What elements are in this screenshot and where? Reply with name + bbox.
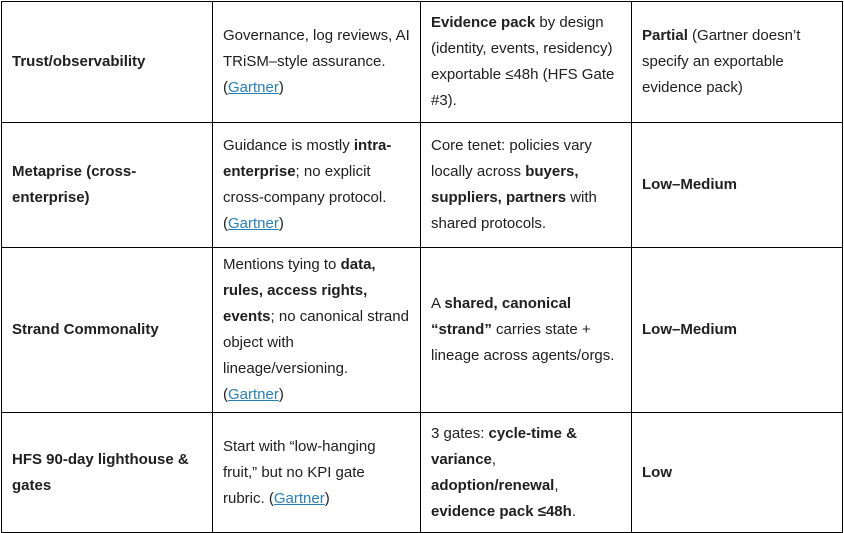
table-cell: 3 gates: cycle-time & variance, adoption… [420,412,632,533]
row-header-cell: Trust/observability [1,1,213,123]
cell-text: ) [278,386,284,403]
cell-text: (Gartner doesn’t specify an exportable e… [642,27,801,96]
table-row: Strand Commonality Mentions tying to data… [1,247,843,413]
bold-text: HFS 90-day lighthouse & gates [12,450,189,494]
bold-text: Low–Medium [642,176,738,193]
table-cell: Core tenet: policies vary locally across… [420,122,632,248]
row-header-cell: Metaprise (cross-enterprise) [1,122,213,248]
gartner-link[interactable]: Gartner [273,489,325,507]
cell-text: ; no canonical strand object with lineag… [223,308,409,403]
cell-text: ) [324,489,330,507]
table-cell: Evidence pack by design (identity, event… [420,1,632,123]
cell-text: Core tenet: policies vary locally across [431,137,592,180]
cell-text: with shared protocols. [431,189,597,232]
table-row: Metaprise (cross-enterprise) Guidance is … [1,122,843,248]
bold-text: shared, canonical “strand” [431,295,572,338]
table-cell: Low–Medium [631,122,843,248]
cell-text: . [571,502,576,520]
cell-text: by design (identity, events, residency) … [431,14,615,109]
cell-text: carries state + lineage across agents/or… [431,321,615,364]
gartner-link[interactable]: Gartner [228,215,279,232]
cell-text: ; no explicit cross-company protocol. ( [223,163,387,232]
cell-text: Guidance is mostly [223,137,354,154]
table-cell: Start with “low-hanging fruit,” but no K… [212,412,421,533]
bold-text: Trust/observability [12,53,146,70]
table-row: Trust/observability Governance, log revie… [1,1,843,123]
table-row: HFS 90-day lighthouse & gates Start with … [1,412,843,533]
bold-text: Strand Commonality [12,321,159,338]
table-cell: Mentions tying to data, rules, access ri… [212,247,421,413]
cell-text: Mentions tying to [223,256,341,273]
gartner-link[interactable]: Gartner [228,79,279,96]
bold-text: Partial [642,27,688,44]
bold-text: buyers, suppliers, partners [431,163,579,206]
bold-text: data, rules, access rights, events [223,256,376,325]
cell-text: 3 gates: [431,424,489,442]
bold-text: Low–Medium [642,321,738,338]
table-cell: Guidance is mostly intra-enterprise; no … [212,122,421,248]
bold-text: cycle-time & variance [431,424,577,468]
cell-text: ) [278,79,284,96]
table-cell: A shared, canonical “strand” carries sta… [420,247,632,413]
table-cell: Low–Medium [631,247,843,413]
row-header-cell: HFS 90-day lighthouse & gates [1,412,213,533]
cell-text: , [491,450,497,468]
table-cell: Low [631,412,843,533]
cell-text: Governance, log reviews, AI TRiSM–style … [223,27,410,96]
bold-text: Low [642,463,672,481]
table-cell: Governance, log reviews, AI TRiSM–style … [212,1,421,123]
cell-text: , [554,476,559,494]
gartner-link[interactable]: Gartner [228,386,279,403]
row-header-cell: Strand Commonality [1,247,213,413]
bold-text: adoption/renewal [431,476,555,494]
cell-text: ) [278,215,284,232]
bold-text: Evidence pack [431,14,536,31]
table-cell: Partial (Gartner doesn’t specify an expo… [631,1,843,123]
bold-text: Metaprise (cross-enterprise) [12,163,137,206]
bold-text: intra-enterprise [223,137,392,180]
cell-text: Start with “low-hanging fruit,” but no K… [223,437,376,507]
bold-text: evidence pack ≤48h [431,502,572,520]
cell-text: A [431,295,445,312]
